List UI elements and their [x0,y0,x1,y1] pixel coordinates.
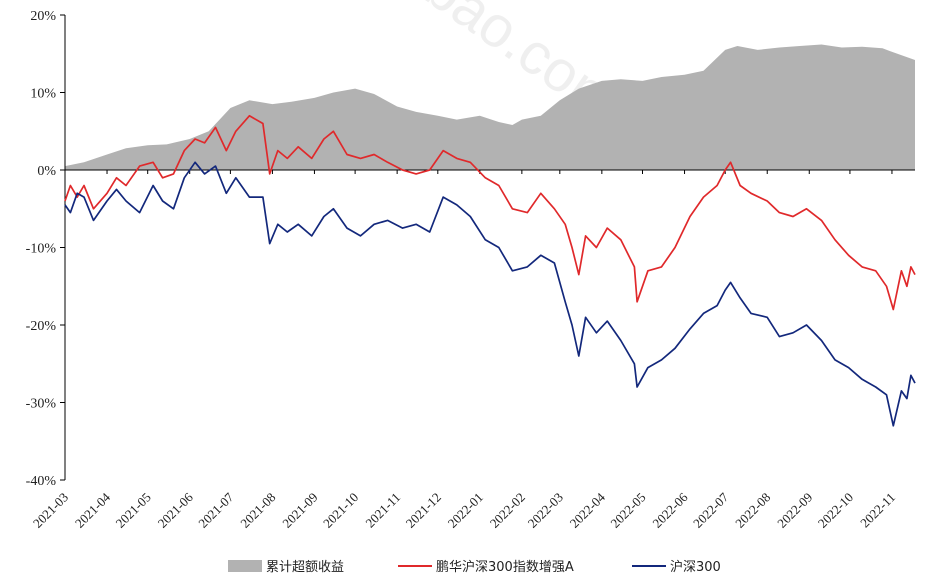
x-tick-label: 2022-05 [607,490,648,531]
excess-return-area [65,44,915,170]
index-line [64,161,916,427]
legend: 累计超额收益 鹏华沪深300指数增强A 沪深300 [228,559,721,575]
legend-fund-label: 鹏华沪深300指数增强A [436,559,574,575]
x-tick-label: 2021-08 [237,490,278,531]
x-tick-label: 2022-11 [857,490,898,531]
x-tick-label: 2022-02 [487,490,528,531]
y-tick-label: 20% [30,9,56,24]
y-tick-label: 0% [37,164,56,179]
x-tick-label: 2022-06 [649,489,691,531]
x-tick-label: 2022-01 [445,490,486,531]
y-tick-label: 10% [30,87,56,102]
fund-line [64,114,916,311]
x-tick-label: 2022-03 [525,490,566,531]
x-tick-label: 2022-04 [567,489,609,531]
legend-index-label: 沪深300 [670,559,721,575]
legend-excess-return-label: 累计超额收益 [266,560,344,575]
x-tick-label: 2021-12 [403,490,444,531]
x-tick-label: 2021-11 [362,490,403,531]
x-tick-label: 2021-07 [195,489,237,531]
y-tick-label: -20% [26,319,57,334]
x-tick-label: 2021-06 [155,489,197,531]
x-tick-label: 2022-09 [774,490,815,531]
y-tick-label: -40% [26,474,57,489]
x-tick-label: 2022-08 [732,490,773,531]
x-tick-label: 2021-03 [30,490,71,531]
x-tick-label: 2022-10 [815,490,856,531]
legend-excess-return-swatch [228,560,262,572]
x-tick-label: 2021-10 [320,490,361,531]
x-tick-label: 2021-09 [279,490,320,531]
x-tick-label: 2022-07 [690,489,732,531]
y-tick-label: -10% [26,242,57,257]
excess-return-area-layer [65,44,915,170]
y-tick-label: -30% [26,397,57,412]
series-lines [64,114,916,427]
x-tick-label: 2021-05 [113,490,154,531]
x-tick-label: 2021-04 [72,489,114,531]
